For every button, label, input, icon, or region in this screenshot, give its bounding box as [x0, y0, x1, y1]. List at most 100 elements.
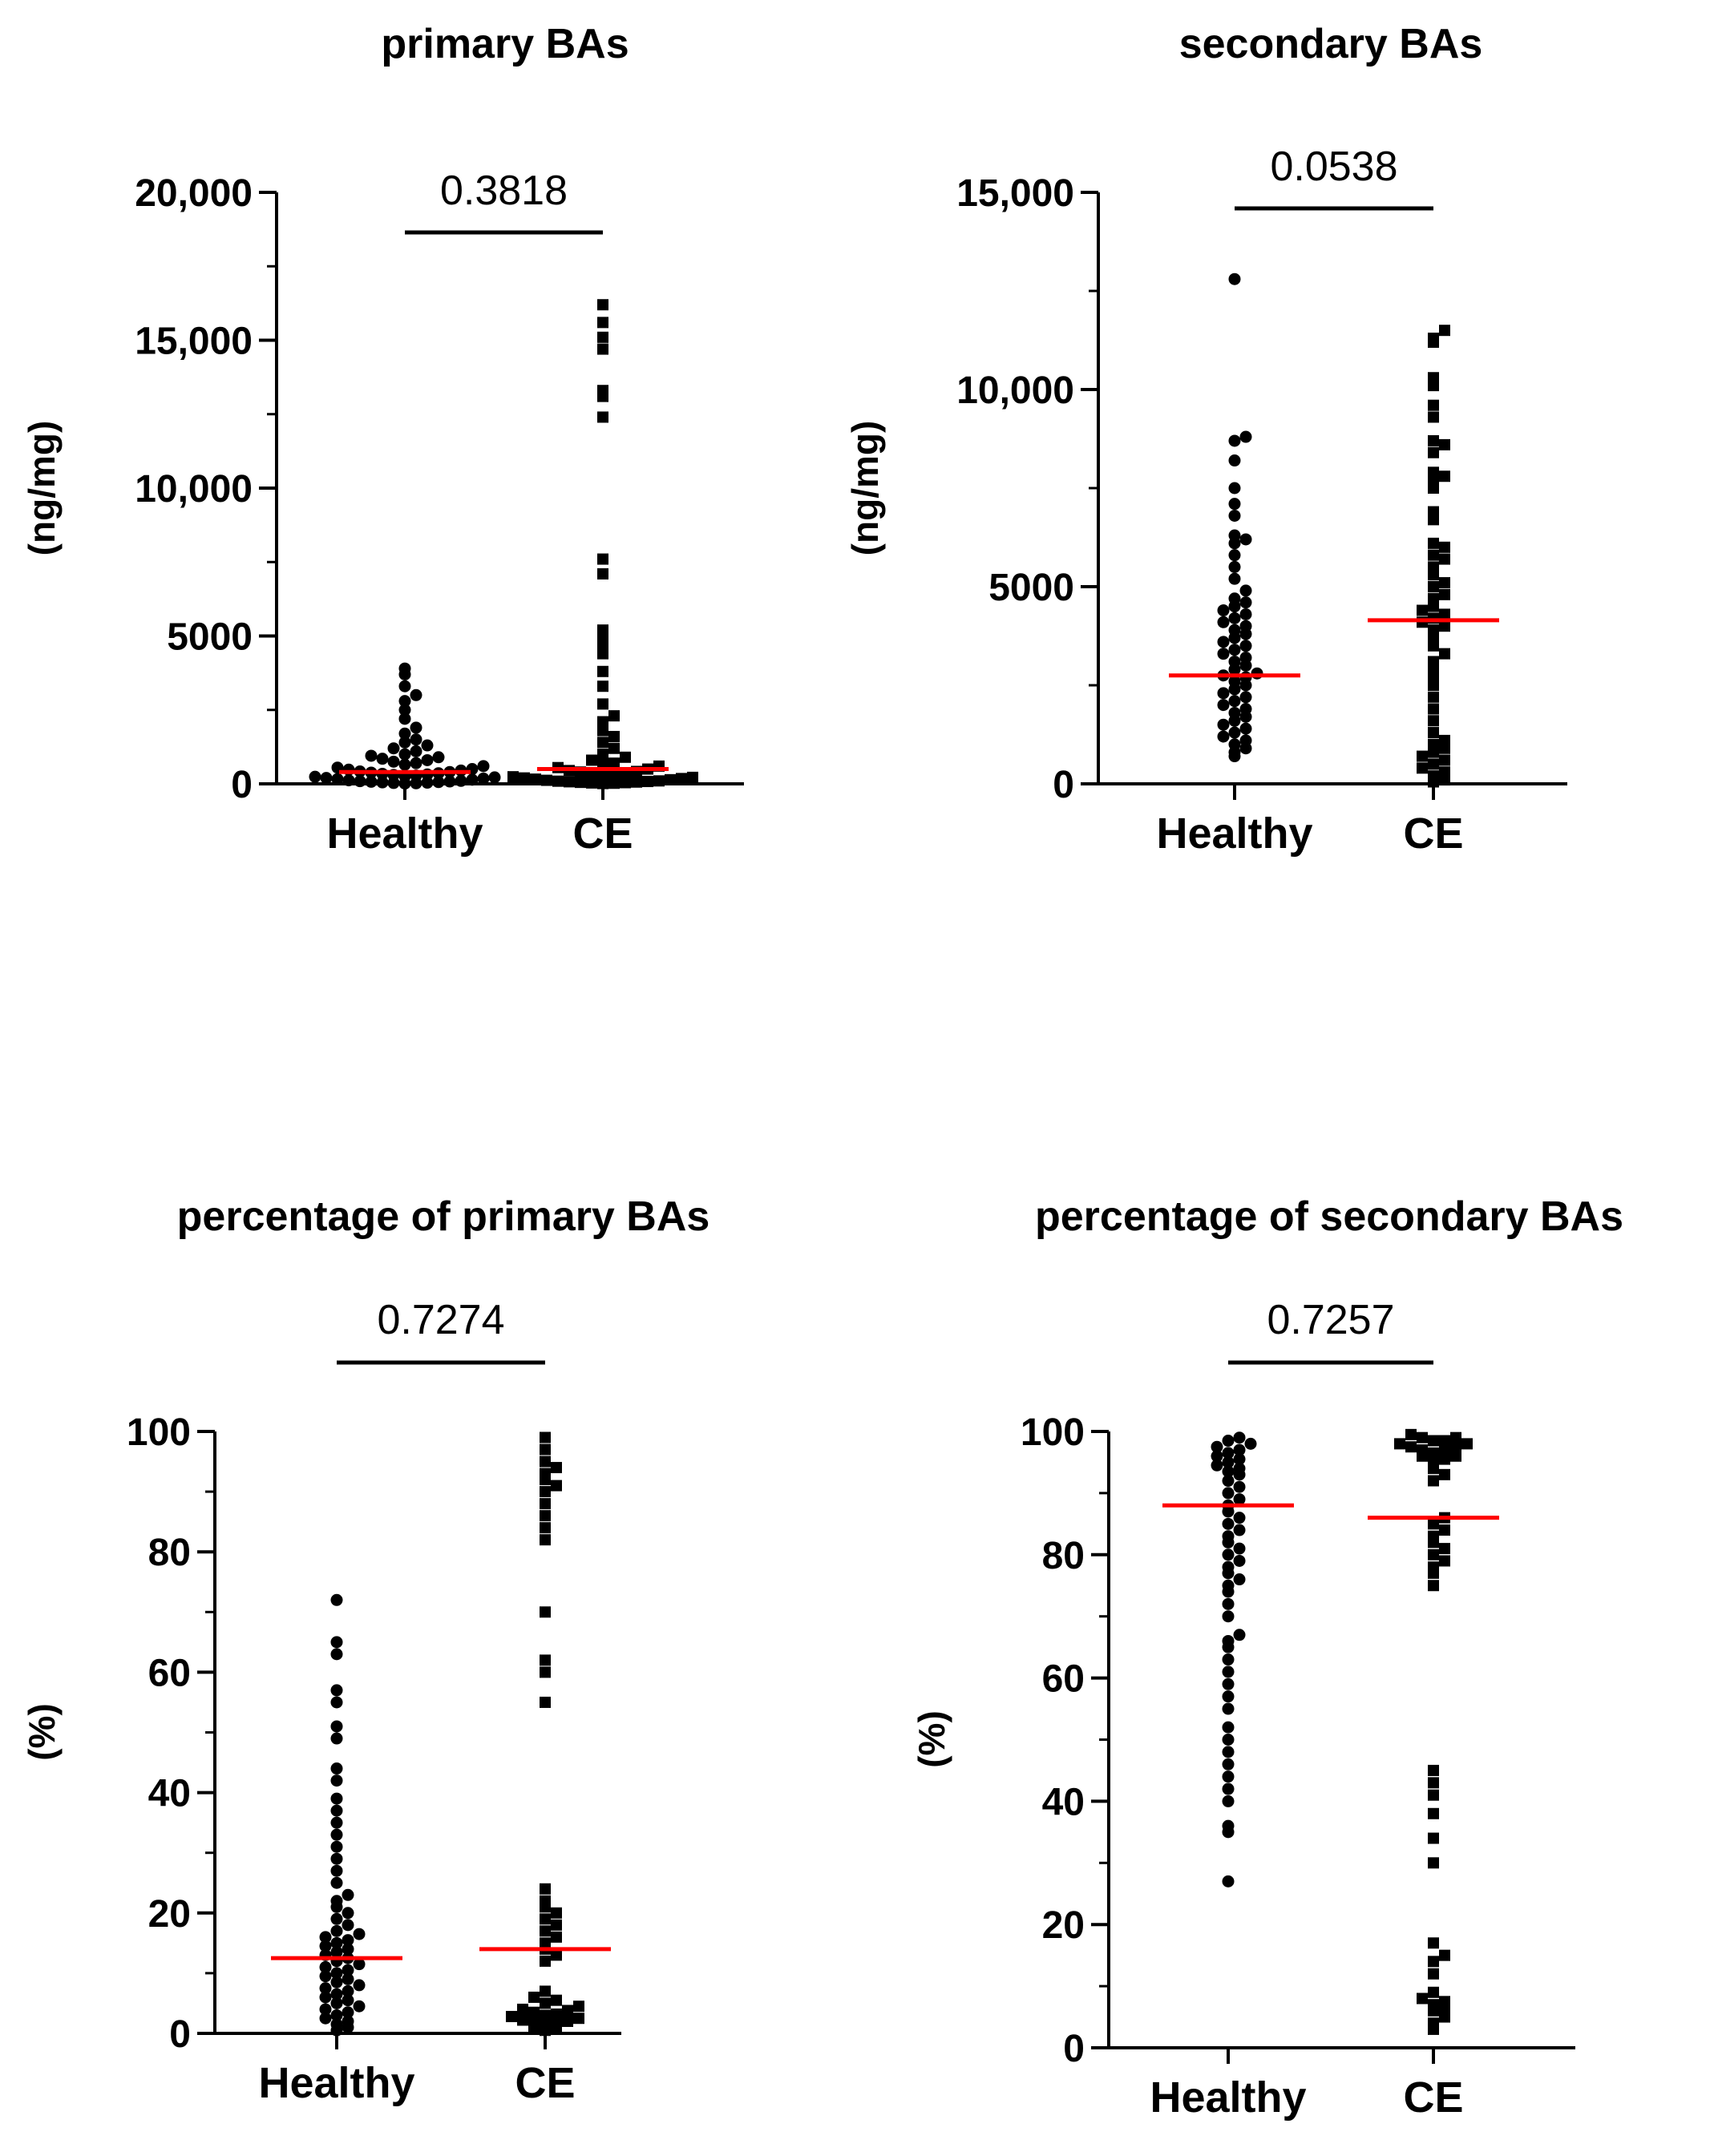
chart3-ce-point — [562, 2005, 573, 2017]
chart3-healthy-point — [319, 1960, 332, 1973]
chart3-ce-point — [540, 1468, 551, 1480]
chart4-ce-point — [1428, 1580, 1439, 1592]
chart4-ce-point — [1439, 1543, 1450, 1555]
chart3-title: percentage of primary BAs — [177, 1193, 710, 1240]
chart3-ytick-label: 80 — [148, 1532, 191, 1574]
chart4-ce-point — [1428, 2017, 1439, 2029]
chart4-ce-point — [1405, 1428, 1417, 1440]
chart1-ce-point — [620, 777, 631, 789]
chart3-healthy-point — [330, 2018, 343, 2031]
chart1-healthy-point — [410, 745, 422, 757]
chart4-ytick-label: 100 — [1021, 1411, 1085, 1454]
chart4-healthy-point — [1222, 1819, 1235, 1832]
chart4-ce-point — [1439, 2011, 1450, 2023]
chart3-healthy-point — [330, 1988, 343, 2001]
chart3-ce-point — [551, 2018, 562, 2030]
chart4-healthy-point — [1233, 1480, 1246, 1493]
chart3-healthy-point — [342, 1888, 354, 1901]
chart2-healthy-point — [1217, 648, 1230, 660]
chart4-ce-point — [1428, 1968, 1439, 1980]
chart1-ce-point — [597, 680, 608, 692]
chart3-healthy-point — [342, 1907, 354, 1920]
chart2-ce-point — [1428, 703, 1439, 715]
chart2-healthy-point — [1228, 273, 1241, 285]
chart2-healthy-point — [1228, 655, 1241, 668]
chart3-ce-point — [551, 1462, 562, 1474]
chart1-ce-point — [608, 742, 620, 754]
chart2-ce-point — [1428, 506, 1439, 518]
chart2-ce-point — [1439, 608, 1450, 620]
chart4-healthy-point — [1222, 1560, 1235, 1573]
chart3-healthy-point — [319, 1982, 332, 1995]
chart3-ce-point — [540, 2020, 551, 2032]
chart1-ce-point — [597, 770, 608, 782]
chart3-healthy-point — [330, 1792, 343, 1805]
chart4-ce-point — [1450, 1441, 1461, 1453]
chart2-healthy-point — [1228, 434, 1241, 447]
chart4-ce-point — [1428, 1447, 1439, 1459]
chart1-healthy-point — [398, 748, 411, 761]
chart2-ce-point — [1439, 754, 1450, 766]
chart1-ce-point — [597, 553, 608, 565]
chart4-ytick-label: 80 — [1042, 1535, 1085, 1577]
chart3-ce-point — [540, 1937, 551, 1949]
chart3-ytick-label: 60 — [148, 1652, 191, 1694]
chart2-healthy-point — [1217, 730, 1230, 743]
chart1-healthy-point — [365, 775, 378, 788]
chart4-category-label: CE — [1403, 2073, 1463, 2122]
chart4-healthy-point — [1222, 1690, 1235, 1703]
chart2-healthy-point — [1228, 612, 1241, 624]
chart3-ce-point — [540, 1925, 551, 1937]
chart3-healthy-point — [319, 1970, 332, 1983]
chart4-healthy-point — [1222, 1758, 1235, 1770]
chart4-healthy-point — [1211, 1459, 1223, 1472]
chart2-healthy-point — [1239, 596, 1252, 609]
chart1-healthy-point — [488, 771, 501, 784]
chart1-healthy-point — [398, 758, 411, 771]
chart1-ce-point — [642, 776, 653, 788]
chart4-healthy-point — [1222, 1795, 1235, 1807]
chart3-healthy-point — [330, 1593, 343, 1606]
chart3-ce-point — [528, 1991, 540, 2003]
chart1-ce-point — [552, 775, 564, 787]
chart3-healthy-point — [330, 1976, 343, 1988]
chart1-healthy-point — [398, 736, 411, 749]
chart3-healthy-point — [330, 1876, 343, 1889]
chart2-ce-point — [1428, 715, 1439, 727]
chart1-healthy-point — [410, 733, 422, 746]
chart3-healthy-point — [330, 1967, 343, 1980]
chart2-category-label: CE — [1403, 810, 1463, 858]
chart2-healthy-point — [1228, 726, 1241, 739]
chart1-category-label: Healthy — [326, 810, 483, 858]
chart2-healthy-point — [1228, 482, 1241, 495]
chart3-ce-point — [551, 2008, 562, 2020]
chart3-healthy-point — [330, 1762, 343, 1775]
chart1-ce-point — [597, 698, 608, 710]
chart4-healthy-point — [1233, 1629, 1246, 1641]
chart3-ylabel: (%) — [21, 1703, 63, 1761]
chart4-ce-point — [1428, 1857, 1439, 1869]
chart2-ce-point — [1417, 604, 1428, 616]
chart4-ce-point — [1428, 1789, 1439, 1801]
chart2-ce-point — [1439, 734, 1450, 746]
chart2-ce-point — [1428, 581, 1439, 592]
chart3-ytick-label: 20 — [148, 1893, 191, 1936]
chart2-ytick-label: 0 — [1053, 764, 1074, 806]
chart3-ce-point — [551, 1919, 562, 1931]
chart4-ce-point — [1439, 1555, 1450, 1567]
chart4-ce-point — [1428, 1764, 1439, 1776]
chart3-ce-point — [540, 1431, 551, 1443]
chart1-healthy-point — [376, 776, 389, 789]
chart2-healthy-point — [1239, 533, 1252, 546]
chart1-ce-point — [597, 648, 608, 660]
chart1-healthy-point — [443, 775, 456, 788]
chart1-ce-point — [597, 639, 608, 651]
chart4-healthy-point — [1222, 1447, 1235, 1460]
chart4-ce-point — [1428, 1561, 1439, 1573]
chart1-healthy-point — [320, 772, 333, 785]
chart3-healthy-point — [330, 1648, 343, 1661]
chart3-healthy-point — [330, 1864, 343, 1877]
chart3-ytick-label: 100 — [127, 1411, 191, 1454]
chart2-healthy-point — [1217, 616, 1230, 628]
